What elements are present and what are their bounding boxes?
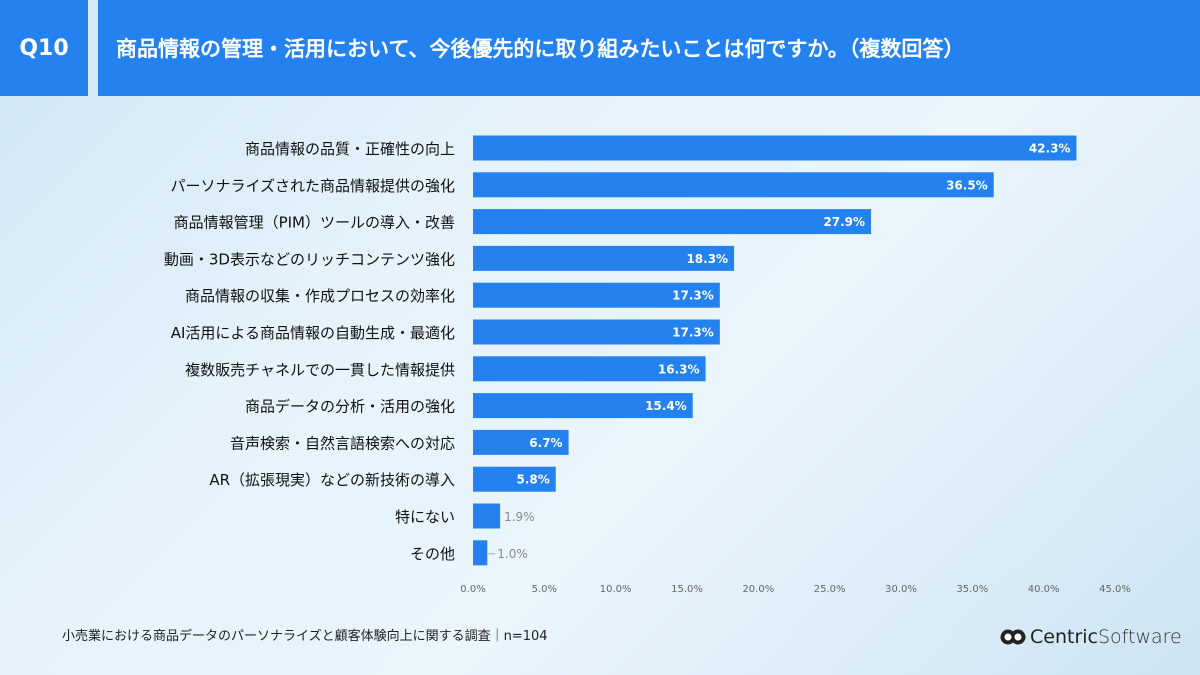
question-number: Q10 <box>0 0 88 96</box>
x-tick-label: 0.0% <box>460 584 485 595</box>
data-label: 17.3% <box>672 326 714 340</box>
category-label: パーソナライズされた商品情報提供の強化 <box>170 177 455 195</box>
centric-software-logo: CentricSoftware <box>1000 626 1182 648</box>
x-tick-label: 40.0% <box>1028 584 1060 595</box>
category-label: 商品情報の収集・作成プロセスの効率化 <box>185 287 455 305</box>
data-label: 16.3% <box>658 362 700 376</box>
bar <box>473 356 706 382</box>
bar <box>473 466 556 492</box>
x-tick-label: 45.0% <box>1099 584 1131 595</box>
x-tick-label: 25.0% <box>814 584 846 595</box>
data-label: 15.4% <box>645 399 687 413</box>
survey-note: 小売業における商品データのパーソナライズと顧客体験向上に関する調査｜n=104 <box>62 629 548 644</box>
category-label: 商品データの分析・活用の強化 <box>245 398 455 416</box>
data-label: 17.3% <box>672 289 714 303</box>
x-tick-label: 5.0% <box>532 584 557 595</box>
bar <box>473 503 501 529</box>
category-label: 特にない <box>395 508 455 526</box>
data-label: 6.7% <box>529 436 562 450</box>
logo-icon <box>1000 629 1026 645</box>
bar <box>473 393 693 419</box>
header: Q10 商品情報の管理・活用において、今後優先的に取り組みたいことは何ですか。（… <box>0 0 1200 96</box>
data-label: 27.9% <box>823 215 865 229</box>
category-label: AR（拡張現実）などの新技術の導入 <box>209 471 455 489</box>
category-label: 商品情報管理（PIM）ツールの導入・改善 <box>174 214 455 232</box>
data-label: 1.9% <box>504 510 535 524</box>
category-label: 音声検索・自然言語検索への対応 <box>230 434 455 452</box>
category-label: その他 <box>410 545 455 563</box>
bar <box>473 135 1077 161</box>
category-label: 商品情報の品質・正確性の向上 <box>245 140 455 158</box>
data-label: 42.3% <box>1029 142 1071 156</box>
data-label: 5.8% <box>516 473 549 487</box>
x-tick-label: 10.0% <box>600 584 632 595</box>
bar <box>473 245 735 271</box>
bar <box>473 319 720 345</box>
bar <box>473 209 872 235</box>
logo-main: Centric <box>1030 626 1098 648</box>
category-label: AI活用による商品情報の自動生成・最適化 <box>171 324 455 342</box>
logo-sub: Software <box>1097 626 1182 648</box>
question-title: 商品情報の管理・活用において、今後優先的に取り組みたいことは何ですか。（複数回答… <box>98 0 1200 96</box>
x-tick-label: 35.0% <box>956 584 988 595</box>
x-tick-label: 30.0% <box>885 584 917 595</box>
data-label: 1.0% <box>497 547 528 561</box>
bar <box>473 540 488 566</box>
category-label: 複数販売チャネルでの一貫した情報提供 <box>185 361 455 379</box>
bar <box>473 429 569 455</box>
bar <box>473 172 994 198</box>
x-tick-label: 20.0% <box>742 584 774 595</box>
data-label: 36.5% <box>946 178 988 192</box>
bar <box>473 282 720 308</box>
x-tick-label: 15.0% <box>671 584 703 595</box>
data-label: 18.3% <box>686 252 728 266</box>
category-label: 動画・3D表示などのリッチコンテンツ強化 <box>164 250 455 268</box>
